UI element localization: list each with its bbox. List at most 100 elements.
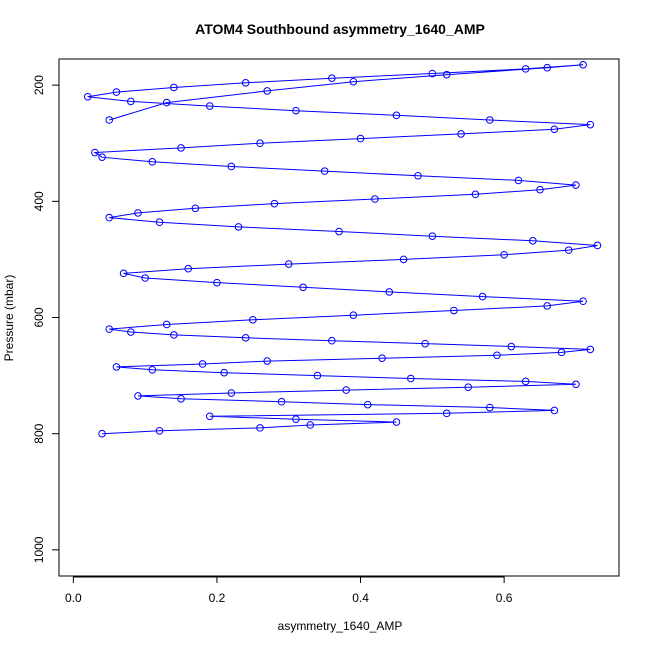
data-point <box>299 283 307 292</box>
data-point <box>543 63 552 72</box>
data-point <box>263 87 272 95</box>
y-axis-label: Pressure (mbar) <box>2 275 16 362</box>
data-point <box>249 316 257 324</box>
data-point <box>162 320 171 329</box>
x-tick-label: 0.2 <box>209 591 226 605</box>
y-tick-label: 800 <box>32 423 46 443</box>
data-point <box>406 374 415 383</box>
data-point <box>550 125 559 134</box>
x-tick-label: 0.4 <box>352 591 369 605</box>
data-point <box>335 227 343 236</box>
x-tick-label: 0.0 <box>65 591 82 605</box>
data-point <box>292 106 300 115</box>
data-point <box>328 74 336 82</box>
data-point <box>320 167 329 175</box>
data-point <box>485 403 494 412</box>
data-point <box>392 111 401 120</box>
data-point <box>586 120 595 129</box>
data-point <box>457 130 465 138</box>
data-point <box>328 336 336 345</box>
data-point <box>155 218 164 227</box>
data-point <box>399 255 408 264</box>
data-point <box>421 339 429 348</box>
data-point <box>91 148 99 157</box>
data-point <box>227 389 236 397</box>
data-point <box>428 232 437 240</box>
data-point <box>356 134 365 143</box>
data-point <box>500 250 508 259</box>
data-point <box>170 331 178 339</box>
data-point <box>442 409 451 418</box>
data-point <box>529 237 537 245</box>
data-point <box>579 61 587 69</box>
chart-title: ATOM4 Southbound asymmetry_1640_AMP <box>195 21 485 37</box>
data-point <box>550 406 559 415</box>
data-point <box>112 88 121 96</box>
data-point <box>521 65 530 73</box>
data-point <box>572 380 580 389</box>
data-point <box>234 223 243 231</box>
x-tick-label: 0.6 <box>496 591 513 605</box>
data-point <box>536 185 544 194</box>
data-point <box>428 69 437 78</box>
data-point <box>83 92 92 101</box>
data-point <box>241 334 250 342</box>
data-point <box>105 325 114 333</box>
series-line <box>87 64 598 435</box>
data-point <box>572 181 580 189</box>
data-point <box>184 264 193 273</box>
data-point <box>134 392 142 400</box>
data-point <box>378 354 386 362</box>
data-point <box>450 306 458 315</box>
data-point <box>177 395 185 403</box>
data-point <box>134 209 142 217</box>
data-point <box>371 195 379 203</box>
data-point <box>105 213 114 222</box>
data-point <box>385 288 394 296</box>
data-point <box>213 278 221 287</box>
data-point <box>263 357 272 365</box>
data-point <box>177 144 185 152</box>
data-point <box>256 139 264 148</box>
data-point <box>363 400 372 409</box>
y-axis: 200 400 600 800 1000 <box>32 75 59 563</box>
data-point <box>119 269 128 278</box>
data-point <box>557 348 566 357</box>
data-point <box>593 241 602 250</box>
data-point <box>478 292 487 301</box>
plot-frame <box>58 58 620 577</box>
data-point <box>586 345 595 354</box>
data-point <box>112 363 121 371</box>
y-tick-label: 600 <box>32 307 46 327</box>
data-point <box>292 415 300 423</box>
y-tick-label: 200 <box>32 75 46 95</box>
data-point <box>241 79 250 87</box>
data-point <box>155 426 164 435</box>
data-point <box>464 383 473 392</box>
data-point <box>306 421 315 429</box>
data-point <box>141 274 149 282</box>
data-point <box>220 368 228 377</box>
data-point <box>191 204 200 213</box>
data-point <box>349 311 358 319</box>
data-point <box>485 116 494 124</box>
data-point <box>105 116 114 124</box>
y-tick-label: 1000 <box>32 536 46 563</box>
data-point <box>579 297 587 306</box>
data-point <box>392 418 401 426</box>
data-point <box>442 70 451 79</box>
data-point <box>205 102 214 110</box>
data-point <box>414 171 422 180</box>
data-point <box>98 153 106 161</box>
y-tick-label: 400 <box>32 191 46 211</box>
data-point <box>162 98 171 107</box>
data-point <box>198 360 207 368</box>
data-point <box>126 328 135 336</box>
data-point <box>277 397 286 406</box>
series-group <box>83 61 602 438</box>
data-point <box>564 246 573 254</box>
data-layer <box>83 61 602 438</box>
data-point <box>270 199 279 208</box>
data-point <box>170 83 178 92</box>
